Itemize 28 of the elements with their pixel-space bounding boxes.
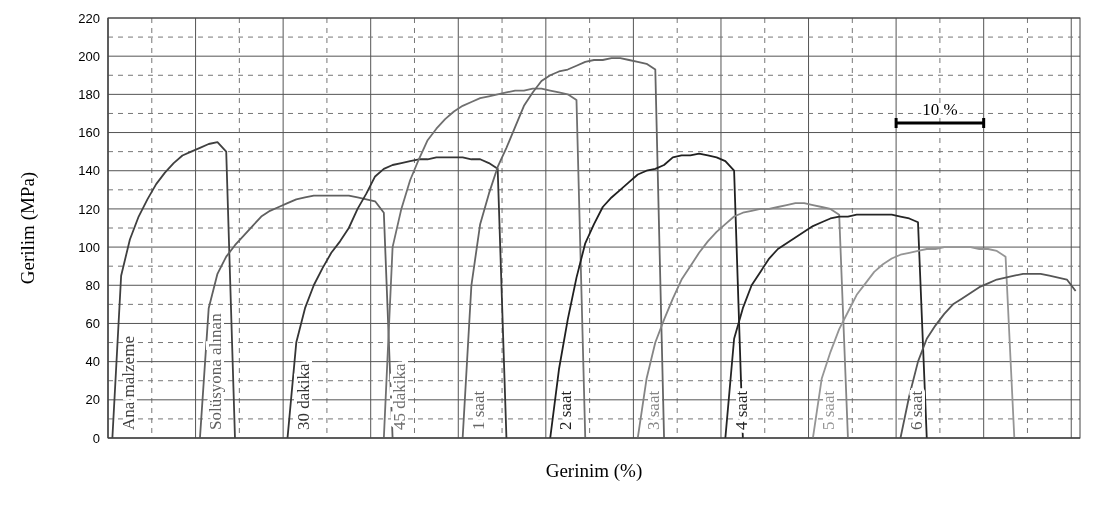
y-tick-label: 20	[85, 392, 100, 408]
text: 5 saat	[819, 390, 839, 430]
y-tick-label: 220	[78, 10, 100, 26]
text: 3 saat	[644, 390, 664, 430]
line-series	[812, 246, 1016, 438]
line-series	[286, 156, 508, 438]
y-tick-label: 60	[85, 316, 100, 332]
text: Solüsyona alınan	[206, 312, 226, 430]
y-tick-label: 0	[92, 430, 100, 446]
y-tick-label: 200	[78, 48, 100, 64]
y-tick-label: 100	[78, 239, 100, 255]
y-tick-label: 180	[78, 86, 100, 102]
text: Ana malzeme	[118, 336, 138, 430]
text: 30 dakika	[293, 362, 313, 430]
y-tick-label: 40	[85, 354, 100, 370]
y-tick-label: 120	[78, 201, 100, 217]
text: 4 saat	[731, 390, 751, 430]
text: 1 saat	[468, 390, 488, 430]
annotation: 10 %	[922, 100, 958, 119]
y-tick-label: 160	[78, 125, 100, 141]
text: 45 dakika	[390, 362, 410, 430]
y-tick-label: 80	[85, 277, 100, 293]
text: 6 saat	[906, 390, 926, 430]
y-axis-title: Gerilim (MPa)	[17, 171, 39, 285]
text: 2 saat	[556, 390, 576, 430]
y-tick-label: 140	[78, 163, 100, 179]
line-series	[636, 202, 849, 438]
x-axis-title: Gerinim (%)	[544, 460, 644, 482]
